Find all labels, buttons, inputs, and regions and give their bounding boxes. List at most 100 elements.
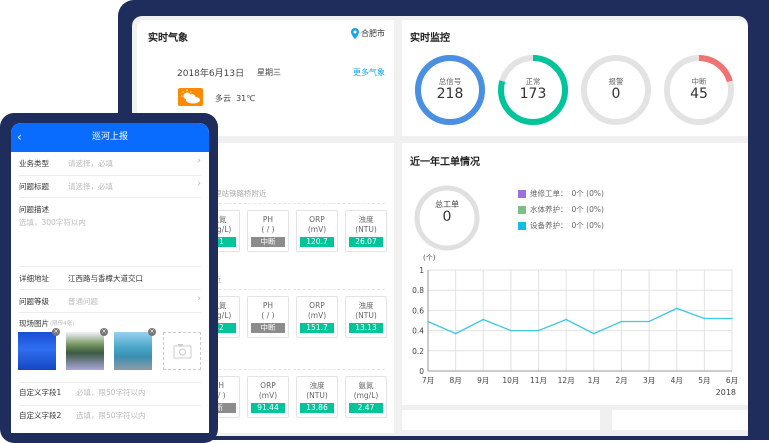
field-value: 必填，限50字符以内 bbox=[76, 388, 146, 397]
divider bbox=[19, 405, 201, 406]
sensor-card[interactable]: 氨氮 (mg/L) 2.47 bbox=[345, 376, 387, 418]
legend-value: 0个 (0%) bbox=[571, 205, 604, 214]
data-point bbox=[427, 320, 429, 323]
field-label: 问题描述 bbox=[19, 205, 49, 214]
x-tick-label: 2月 bbox=[615, 376, 627, 385]
field-label: 问题等级 bbox=[19, 297, 49, 306]
sensor-card[interactable]: ORP (mV) 151.7 bbox=[296, 296, 338, 338]
sensor-name: 氨氮 bbox=[358, 381, 374, 390]
legend-swatch bbox=[518, 189, 526, 198]
data-point bbox=[482, 318, 485, 321]
sensor-card[interactable]: 浊度 (NTU) 26.07 bbox=[345, 210, 387, 252]
location-selector[interactable]: 合肥市 bbox=[351, 28, 385, 39]
x-tick-label: 7月 bbox=[422, 376, 434, 385]
remove-photo-icon[interactable]: × bbox=[52, 328, 60, 336]
field-value: 请选择，必填 bbox=[68, 159, 113, 168]
gauge-2[interactable]: 报警 0 bbox=[578, 52, 654, 128]
sensor-value: 中断 bbox=[251, 237, 285, 247]
site-photo[interactable]: × bbox=[114, 328, 156, 370]
y-tick-label: 1 bbox=[419, 266, 424, 275]
sensor-value: 中断 bbox=[251, 323, 285, 333]
field-value: 请选择，必填 bbox=[68, 182, 113, 191]
sensor-card[interactable]: PH ( / ) 中断 bbox=[247, 296, 289, 338]
sensor-name: 氨氮 bbox=[211, 301, 227, 310]
phone-title: 巡河上报 bbox=[91, 132, 128, 142]
sensor-name: ORP bbox=[309, 215, 325, 224]
bottom-panel-left bbox=[402, 410, 600, 430]
gauge-value: 0 bbox=[611, 86, 621, 102]
gauge-value: 218 bbox=[436, 86, 464, 102]
divider bbox=[19, 175, 201, 176]
form-field-0[interactable]: 业务类型 请选择，必填 › bbox=[19, 156, 201, 170]
data-point bbox=[454, 332, 457, 335]
monitor-panel: 实时监控 总信号 218 正常 173 报警 0 中断 45 bbox=[402, 20, 748, 136]
field-value: 选填，限50字符以内 bbox=[76, 411, 146, 420]
sensor-name: PH bbox=[213, 381, 225, 390]
remove-photo-icon[interactable]: × bbox=[100, 328, 108, 336]
gauge-3[interactable]: 中断 45 bbox=[661, 52, 737, 128]
form-field-1[interactable]: 问题标题 请选择，必填 › bbox=[19, 179, 201, 193]
sensor-value: 断 bbox=[202, 403, 236, 413]
gauge-label: 总信号 bbox=[438, 77, 462, 86]
field-label: 自定义字段1 bbox=[19, 388, 62, 397]
add-photo-button[interactable] bbox=[163, 332, 201, 370]
gauge-ring bbox=[498, 55, 568, 125]
site-photo[interactable]: × bbox=[18, 328, 60, 370]
sensor-name: ORP bbox=[260, 381, 276, 390]
sensor-value: 120.7 bbox=[300, 237, 334, 247]
sensor-unit: ( / ) bbox=[261, 311, 275, 320]
divider bbox=[19, 197, 201, 198]
data-point bbox=[620, 320, 623, 323]
data-point bbox=[593, 332, 595, 335]
back-arrow-icon[interactable]: ‹ bbox=[17, 130, 22, 144]
x-tick-label: 4月 bbox=[671, 376, 683, 385]
legend-label: 水体养护： bbox=[530, 205, 568, 214]
partly-cloudy-icon bbox=[178, 88, 203, 106]
site-photo[interactable]: × bbox=[66, 328, 108, 370]
sensor-card[interactable]: 浊度 (NTU) 13.86 bbox=[296, 376, 338, 418]
chevron-right-icon: › bbox=[197, 294, 201, 304]
description-field[interactable]: 问题描述 选填，300字符以内 bbox=[19, 204, 201, 264]
field-label: 自定义字段2 bbox=[19, 411, 62, 420]
y-tick-label: 0.4 bbox=[412, 327, 424, 336]
form-field-7[interactable]: 自定义字段2 选填，限50字符以内 bbox=[19, 410, 201, 422]
workorder-title: 近一年工单情况 bbox=[410, 157, 480, 168]
sensor-unit: (mV) bbox=[307, 311, 327, 320]
sensor-card[interactable]: ORP (mV) 91.44 bbox=[247, 376, 289, 418]
form-field-4[interactable]: 问题等级 普通问题 › bbox=[19, 294, 201, 308]
gauge-label: 报警 bbox=[608, 77, 624, 86]
sensor-card[interactable]: 氨氮 (mg/L) 42 bbox=[198, 296, 240, 338]
weather-temp: 31℃ bbox=[236, 94, 256, 103]
sensor-value: 2.47 bbox=[349, 403, 383, 413]
workorder-line-chart: 0 0.2 0.4 0.6 0.8 1 7月 8月 9月 10月 11月 12月 1月 2月 3月 4月 5月 6… bbox=[412, 254, 738, 397]
gauge-ring bbox=[415, 55, 485, 125]
year-label: 2018 bbox=[716, 388, 736, 397]
remove-photo-icon[interactable]: × bbox=[148, 328, 156, 336]
legend-item: 水体养护： 0个 (0%) bbox=[518, 204, 604, 215]
form-field-6[interactable]: 自定义字段1 必填，限50字符以内 bbox=[19, 387, 201, 399]
y-unit-label: (个) bbox=[423, 254, 436, 262]
data-point bbox=[703, 317, 706, 320]
phone-header: ‹ 巡河上报 bbox=[11, 123, 209, 152]
sensor-unit: (NTU) bbox=[306, 391, 328, 400]
field-label: 业务类型 bbox=[19, 159, 49, 168]
sensor-name: 氨氮 bbox=[211, 215, 227, 224]
sensor-name: 浊度 bbox=[358, 301, 374, 310]
sensor-name: 浊度 bbox=[358, 215, 374, 224]
total-workorder-value: 0 bbox=[442, 209, 452, 225]
x-tick-label: 3月 bbox=[643, 376, 655, 385]
sensor-value: 71 bbox=[202, 237, 236, 247]
gauge-0[interactable]: 总信号 218 bbox=[412, 52, 488, 128]
gauge-1[interactable]: 正常 173 bbox=[495, 52, 571, 128]
x-tick-label: 11月 bbox=[530, 376, 547, 385]
form-field-3[interactable]: 详细地址 江西路与香樟大道交口 bbox=[19, 273, 201, 285]
field-label: 详细地址 bbox=[19, 274, 49, 283]
sensor-card[interactable]: PH ( / ) 中断 bbox=[247, 210, 289, 252]
more-weather-link[interactable]: 更多气象 bbox=[353, 68, 385, 77]
sensor-card[interactable]: ORP (mV) 120.7 bbox=[296, 210, 338, 252]
location-pin-icon bbox=[351, 28, 359, 39]
sensor-card[interactable]: 浊度 (NTU) 13.13 bbox=[345, 296, 387, 338]
field-label: 现场图片 bbox=[19, 319, 49, 328]
field-value: 普通问题 bbox=[68, 297, 98, 306]
x-tick-label: 9月 bbox=[477, 376, 489, 385]
